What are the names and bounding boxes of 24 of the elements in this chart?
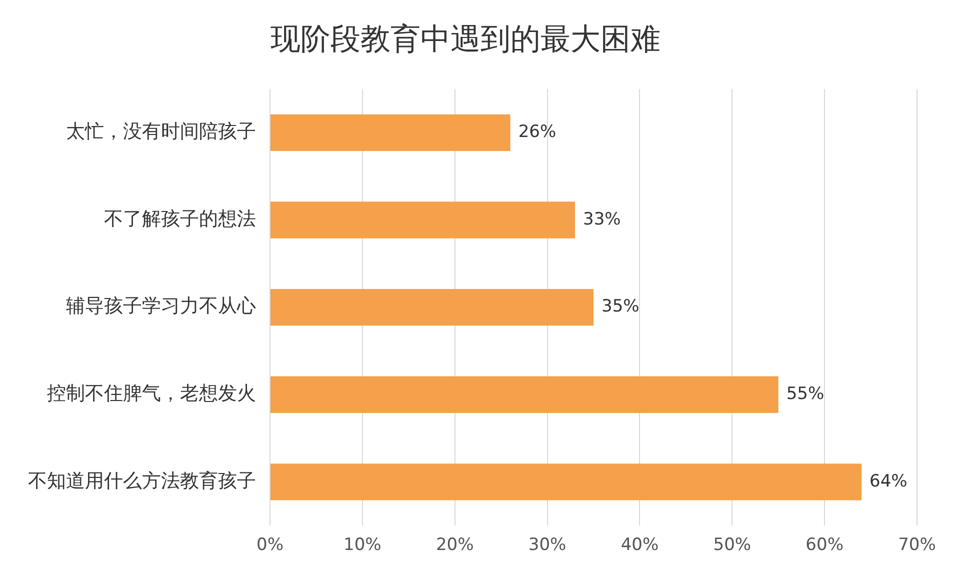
y-tick-label: 不知道用什么方法教育孩子 [28, 470, 256, 492]
y-tick-label: 不了解孩子的想法 [104, 208, 256, 230]
x-tick-label: 40% [620, 535, 659, 556]
data-label: 55% [786, 384, 824, 404]
chart-title: 现阶段教育中遇到的最大困难 [270, 22, 660, 57]
x-tick-label: 70% [898, 535, 936, 556]
bar [270, 114, 510, 151]
x-tick-label: 30% [528, 535, 566, 556]
data-label: 26% [518, 122, 556, 142]
x-tick-label: 60% [806, 535, 844, 556]
bar [270, 376, 778, 413]
bar [270, 288, 594, 326]
y-tick-label: 控制不住脾气，老想发火 [47, 382, 256, 405]
x-tick-label: 10% [344, 535, 382, 556]
x-tick-label: 20% [436, 535, 474, 556]
bar [270, 202, 576, 238]
x-tick-label: 50% [713, 535, 752, 556]
y-tick-label: 太忙，没有时间陪孩子 [66, 120, 256, 143]
data-label: 64% [870, 471, 908, 492]
bar [270, 464, 862, 500]
data-label: 35% [602, 296, 640, 317]
x-tick-label: 0% [256, 535, 284, 556]
data-label: 33% [583, 209, 621, 230]
y-tick-label: 辅导孩子学习力不从心 [66, 295, 256, 318]
